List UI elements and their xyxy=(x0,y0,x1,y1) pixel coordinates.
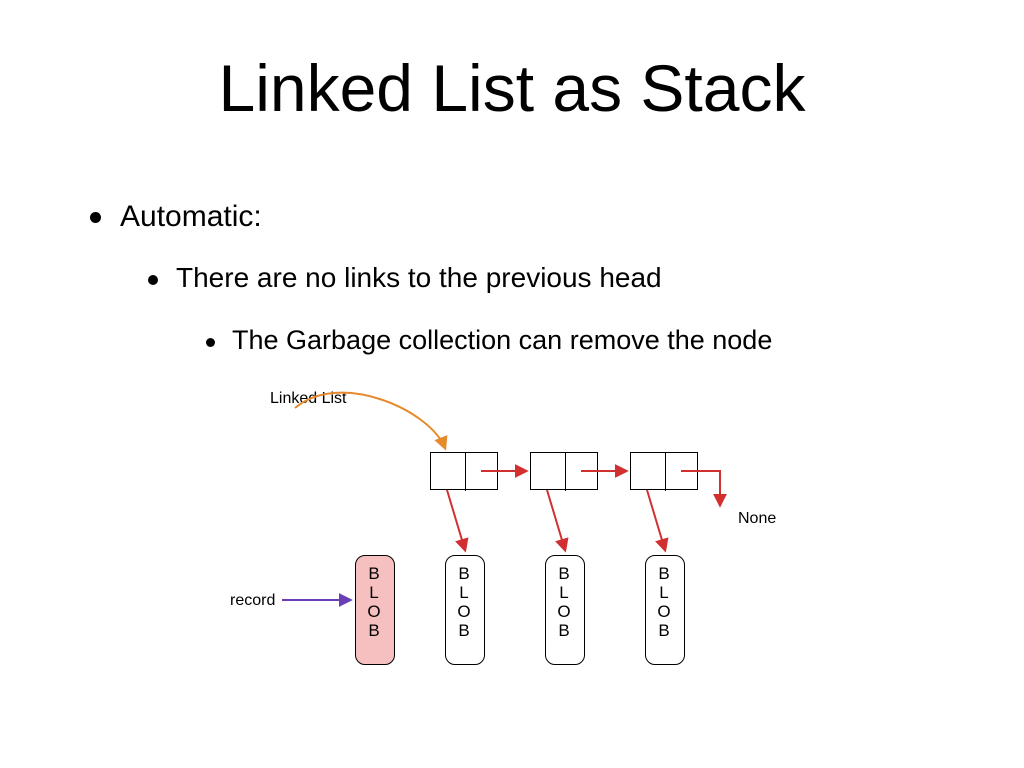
bullet-dot xyxy=(148,275,158,285)
linked-list-diagram: Linked List record None BLOB BLOB BLOB B… xyxy=(230,390,790,680)
slide: Linked List as Stack Automatic: There ar… xyxy=(0,0,1024,768)
bullet-l2: There are no links to the previous head xyxy=(176,262,662,294)
arrow-data xyxy=(647,490,665,550)
slide-title: Linked List as Stack xyxy=(0,50,1024,126)
bullet-dot xyxy=(90,212,101,223)
bullet-l1: Automatic: xyxy=(120,200,262,234)
bullet-l3: The Garbage collection can remove the no… xyxy=(232,325,772,356)
arrow-to-none xyxy=(681,471,720,505)
arrow-linkedlist xyxy=(295,393,445,448)
arrow-data xyxy=(447,490,465,550)
arrows-layer xyxy=(230,390,790,680)
bullet-dot xyxy=(206,338,215,347)
arrow-data xyxy=(547,490,565,550)
